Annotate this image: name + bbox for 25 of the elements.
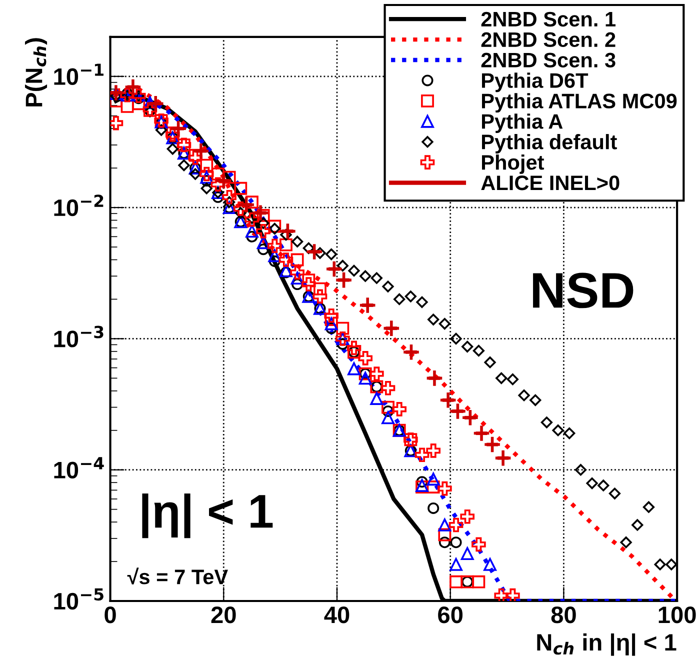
y-tick-label: 10$^{−4}$ <box>54 457 104 478</box>
x-tick-label: 0 <box>104 606 116 624</box>
legend-label: 2NBD Scen. 2 <box>481 32 616 48</box>
x-tick-label: 100 <box>658 606 696 624</box>
x-axis-title: N$_{ch}$ in |η| < 1 <box>537 633 676 656</box>
legend-label: Phojet <box>482 154 544 174</box>
legend-label: Pythia default <box>482 134 617 154</box>
y-tick-label: 10$^{−2}$ <box>54 194 104 216</box>
x-tick-label: 80 <box>551 606 576 624</box>
x-tick-label: 60 <box>438 606 463 624</box>
x-tick-label: 20 <box>211 606 236 624</box>
annotation: |η| < 1 <box>142 493 273 538</box>
annotation: √s = 7 TeV <box>127 568 228 584</box>
legend-label: 2NBD Scen. 3 <box>481 52 616 68</box>
legend-label: ALICE INEL>0 <box>481 176 620 190</box>
legend-label: Pythia ATLAS MC09 <box>482 93 677 113</box>
y-axis-title: P(N$_{ch}$) <box>25 38 48 106</box>
legend-label: Pythia A <box>482 114 563 133</box>
legend-label: Pythia D6T <box>482 72 588 92</box>
y-tick-label: 10$^{−3}$ <box>54 326 104 348</box>
y-tick-label: 10$^{−1}$ <box>54 64 104 86</box>
legend-label: 2NBD Scen. 1 <box>481 12 616 27</box>
x-tick-label: 40 <box>324 606 350 624</box>
annotation: NSD <box>533 272 634 308</box>
y-tick-label: 10$^{−5}$ <box>54 588 104 610</box>
